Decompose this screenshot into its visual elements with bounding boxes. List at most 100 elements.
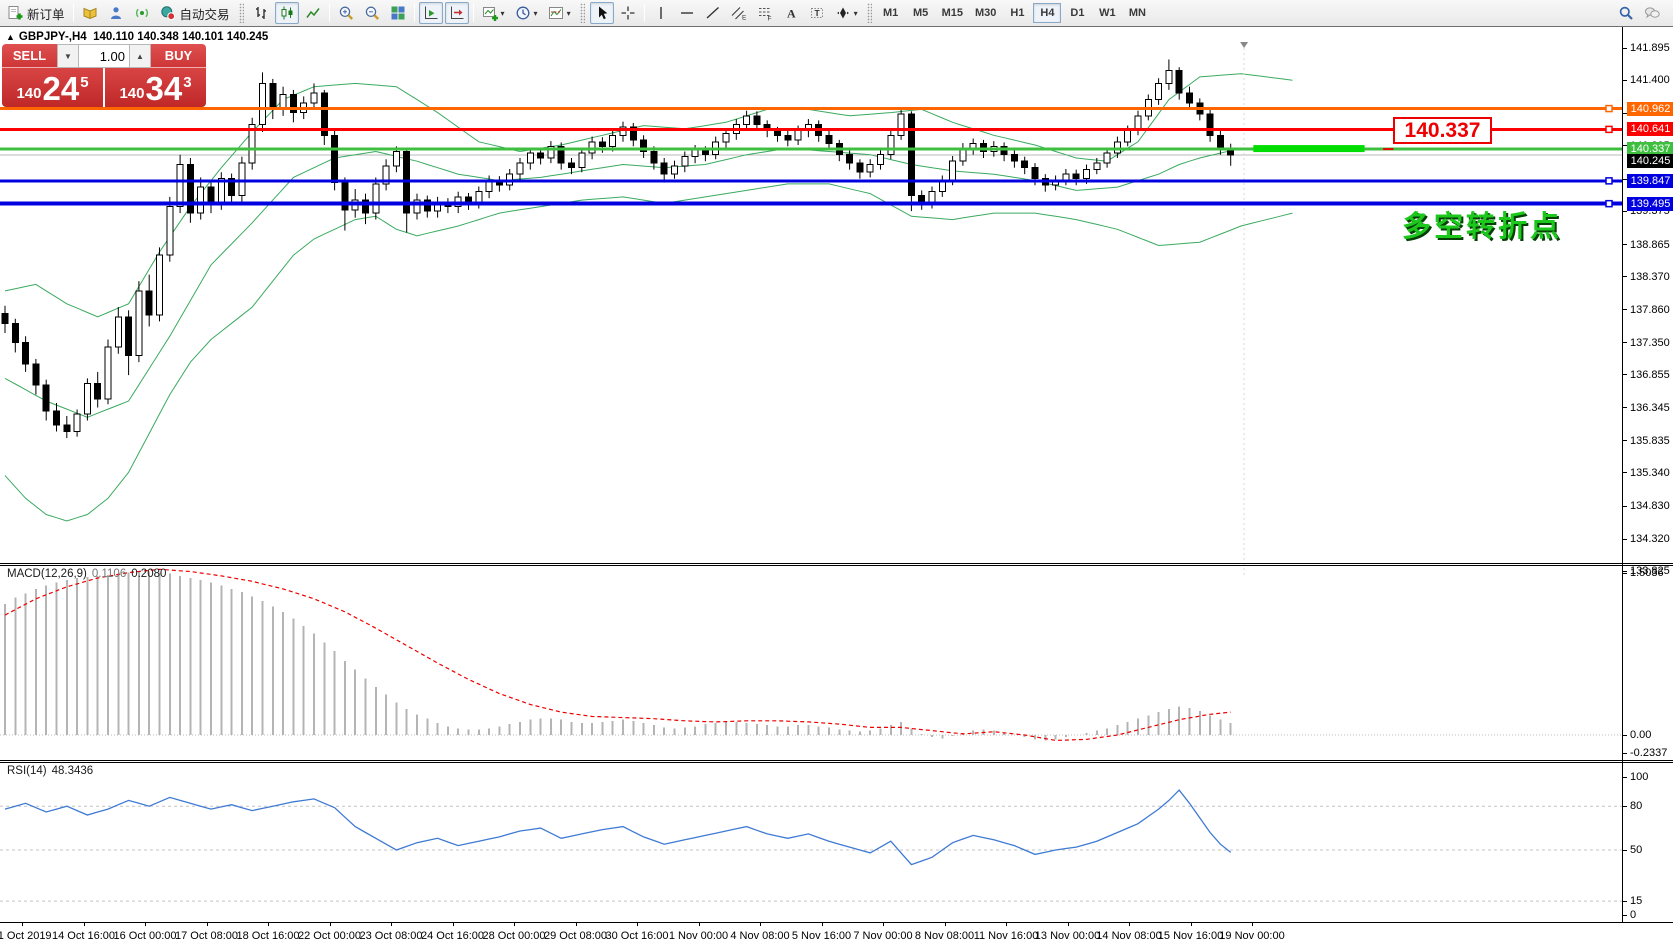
- price-level-tag: 140.962: [1627, 101, 1673, 116]
- pane-separator[interactable]: [0, 760, 1673, 761]
- time-axis-tick: [268, 922, 269, 926]
- time-axis-label: 7 Nov 00:00: [853, 930, 913, 942]
- toolbar-grip-handle[interactable]: [866, 3, 872, 23]
- channel-button[interactable]: E: [727, 2, 751, 24]
- timeframe-button-m5[interactable]: M5: [912, 7, 929, 19]
- clock-icon: [515, 5, 531, 21]
- price-axis-tick-label: 136.345: [1630, 401, 1670, 414]
- timeframe-button-d1[interactable]: D1: [1070, 7, 1085, 19]
- time-axis-label: 29 Oct 08:00: [544, 930, 607, 942]
- timeframe-button-m1[interactable]: M1: [882, 7, 899, 19]
- price-axis-tick: [1622, 276, 1627, 278]
- timeframe-button-m15[interactable]: M15: [941, 7, 963, 19]
- price-axis-tick-label: 134.320: [1630, 533, 1670, 546]
- auto-scroll-button[interactable]: [418, 2, 443, 24]
- indicators-icon: [82, 5, 98, 21]
- price-axis-tick-label: 133.825: [1630, 565, 1670, 578]
- price-axis-tick-label: 1.5036: [1630, 567, 1664, 579]
- svg-text:T: T: [814, 8, 820, 18]
- time-axis-tick: [760, 922, 761, 926]
- time-axis-tick: [514, 922, 515, 926]
- pane-separator[interactable]: [0, 563, 1673, 564]
- dropdown-arrow-icon[interactable]: ▾: [853, 8, 858, 18]
- price-level-tag: 140.337: [1627, 142, 1673, 157]
- volume-increase-button[interactable]: ▲: [129, 44, 151, 68]
- time-axis-tick: [821, 922, 823, 926]
- price-level-tag: 139.495: [1627, 196, 1673, 211]
- price-axis-tick-label: 0: [1630, 909, 1637, 921]
- timeframe-button-h1[interactable]: H1: [1010, 7, 1025, 19]
- vertical-line-button[interactable]: [649, 2, 673, 24]
- tile-windows-button[interactable]: [386, 2, 410, 24]
- price-level-annotation-box[interactable]: 140.337: [1393, 117, 1492, 144]
- new-chart-button[interactable]: ▾: [478, 2, 509, 24]
- time-axis-label: 22 Oct 00:00: [298, 930, 361, 942]
- bar-chart-button[interactable]: [249, 2, 273, 24]
- price-axis-tick-label: 135.835: [1630, 434, 1670, 447]
- sell-button[interactable]: SELL: [2, 44, 57, 68]
- collapse-panel-icon[interactable]: ▲: [6, 32, 15, 42]
- zoom-in-button[interactable]: [334, 2, 358, 24]
- chart-window[interactable]: ▲ GBPJPY-,H4 140.110 140.348 140.101 140.…: [0, 27, 1673, 950]
- zoom-in-icon: [338, 5, 354, 21]
- dropdown-arrow-icon[interactable]: ▾: [566, 8, 571, 18]
- buy-price-display[interactable]: 140 34 3: [105, 68, 206, 107]
- main-price-chart[interactable]: [0, 40, 1622, 576]
- time-axis-tick: [575, 922, 577, 926]
- price-axis-tick-label: 135.340: [1630, 466, 1670, 479]
- toolbar-grip-handle[interactable]: [579, 3, 585, 23]
- dropdown-arrow-icon[interactable]: ▾: [533, 8, 538, 18]
- crosshair-button[interactable]: [616, 2, 640, 24]
- new-order-icon: [7, 5, 23, 21]
- buy-button[interactable]: BUY: [151, 44, 206, 68]
- periodicity-button[interactable]: ▾: [511, 2, 542, 24]
- sell-price-pips: 24: [42, 70, 80, 107]
- pane-separator[interactable]: [0, 762, 1673, 763]
- toolbar-separator: [643, 4, 645, 22]
- cursor-button[interactable]: [589, 2, 614, 24]
- line-chart-button[interactable]: [301, 2, 325, 24]
- time-axis-tick: [206, 922, 208, 926]
- timeframe-button-w1[interactable]: W1: [1099, 7, 1116, 19]
- time-axis-label: 17 Oct 08:00: [175, 930, 238, 942]
- new-order-button[interactable]: 新订单: [3, 2, 69, 24]
- pane-separator[interactable]: [0, 565, 1673, 566]
- zoom-out-button[interactable]: [360, 2, 384, 24]
- timeframe-button-h4[interactable]: H4: [1033, 3, 1062, 23]
- price-axis-tick: [1622, 244, 1627, 245]
- svg-text:F: F: [767, 16, 771, 22]
- bar-chart-icon: [253, 5, 269, 21]
- trendline-button[interactable]: [701, 2, 725, 24]
- chart-shift-button[interactable]: [444, 2, 469, 24]
- search-button[interactable]: [1614, 2, 1638, 24]
- indicators-button[interactable]: [78, 2, 102, 24]
- templates-button[interactable]: ▾: [544, 2, 575, 24]
- autotrading-button[interactable]: 自动交易: [156, 2, 234, 24]
- volume-input[interactable]: [79, 44, 129, 68]
- candlestick-button[interactable]: [274, 2, 299, 24]
- price-axis-tick-label: 134.830: [1630, 500, 1670, 513]
- rsi-indicator-chart[interactable]: [0, 763, 1622, 922]
- macd-indicator-chart[interactable]: [0, 566, 1622, 760]
- timeframe-button-mn[interactable]: MN: [1128, 7, 1146, 19]
- turning-point-annotation[interactable]: 多空转折点: [1402, 211, 1563, 243]
- shapes-button[interactable]: ▾: [831, 2, 862, 24]
- horizontal-line-button[interactable]: [675, 2, 699, 24]
- label-icon: T: [809, 5, 825, 21]
- signals-button[interactable]: [130, 2, 154, 24]
- buy-price-prefix: 140: [119, 85, 145, 102]
- price-axis-tick-label: 141.400: [1630, 74, 1670, 87]
- text-button[interactable]: A: [779, 2, 803, 24]
- trendline-icon: [705, 5, 721, 21]
- chat-button[interactable]: [1640, 2, 1664, 24]
- rsi-label: RSI(14) 48.3436: [7, 765, 94, 777]
- sell-price-display[interactable]: 140 24 5: [2, 68, 103, 107]
- label-button[interactable]: T: [805, 2, 829, 24]
- volume-decrease-button[interactable]: ▼: [57, 44, 79, 68]
- fibonacci-button[interactable]: F: [753, 2, 777, 24]
- experts-button[interactable]: [104, 2, 128, 24]
- toolbar-grip-handle[interactable]: [238, 3, 244, 23]
- timeframe-button-m30[interactable]: M30: [975, 7, 997, 19]
- dropdown-arrow-icon[interactable]: ▾: [500, 8, 505, 18]
- templates-icon: [548, 5, 564, 21]
